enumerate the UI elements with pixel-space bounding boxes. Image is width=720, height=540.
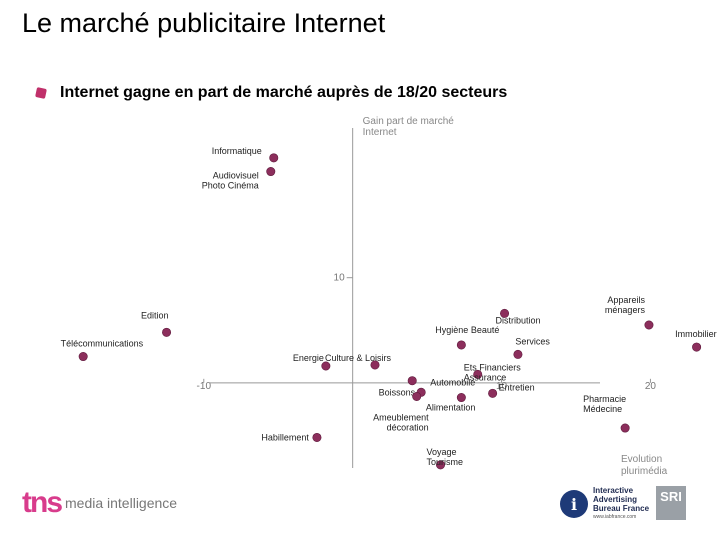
x-tick-label: 10 [496,381,508,392]
iab-line-2: Advertising [593,495,638,504]
data-point [78,352,88,362]
data-point-label-line: Services [515,336,550,346]
data-point-label: Ets Financiers Assurance [464,362,522,382]
data-point-label-line: ménagers [605,305,646,315]
data-point-label: Alimentation [426,403,476,413]
data-point-label-line: Audiovisuel [213,171,259,181]
data-point [620,423,630,433]
data-point [312,432,322,442]
data-point-label-line: Culture & Loisirs [325,353,392,363]
x-tick-label: -10 [197,381,212,392]
data-point [162,327,172,337]
y-axis-title-line-2: Internet [363,127,397,138]
data-point [500,308,510,318]
data-point [407,376,417,386]
data-point-label-line: Télécommunications [61,339,144,349]
data-point-label: Energie [293,353,324,363]
data-point-label: Télécommunications [61,339,144,349]
iab-line-3: Bureau France [593,504,650,513]
data-point-label: Automobile [430,378,475,388]
data-point-label-line: Edition [141,310,169,320]
data-point [456,340,466,350]
data-point [266,167,276,177]
x-axis-title-line-1: Evolution [621,454,662,465]
data-point-label-line: Informatique [212,146,262,156]
x-axis-title-line-2: plurimédia [621,466,668,477]
data-point-label: Distribution [496,315,541,325]
data-point-label-line: Habillement [261,432,309,442]
data-point-label-line: Automobile [430,378,475,388]
page-title: Le marché publicitaire Internet [22,8,386,38]
tns-logo: tns media intelligence [22,486,177,520]
data-point-label-line: Ets Financiers [464,362,522,372]
data-point-label: Audiovisuel Photo Cinéma [202,171,259,191]
data-point-label: Entretien [499,382,535,392]
x-tick-label: 20 [645,381,657,392]
data-point-label-line: Voyage [427,447,457,457]
data-point-label-line: Pharmacie [583,394,626,404]
data-point-label-line: Médecine [583,404,622,414]
data-point-label-line: Assurance [464,372,507,382]
data-point [456,393,466,403]
data-point-label-line: Boissons [379,387,416,397]
iab-logo: i Interactive Advertising Bureau France … [560,486,649,522]
data-point [473,369,483,379]
data-point-label: Hygiène Beauté [435,325,499,335]
data-point-label: Voyage Tourisme [427,447,464,467]
data-point-label: Appareils ménagers [605,295,646,315]
y-tick-label: 10 [334,273,346,284]
iab-text: Interactive Advertising Bureau France ww… [593,486,649,522]
iab-url: www.iabfrance.com [593,514,637,520]
data-point-label-line: Hygiène Beauté [435,325,499,335]
data-point-label: Services [515,336,550,346]
tns-text: media intelligence [65,495,178,511]
data-point-label-line: Immobilier [675,329,717,339]
data-point-label: Habillement [261,432,309,442]
data-point-label-line: Alimentation [426,403,476,413]
data-point [412,391,422,401]
iab-line-1: Interactive [593,486,634,495]
data-point-label: Immobilier [675,329,717,339]
data-point [692,342,702,352]
data-point [321,361,331,371]
data-point-label-line: Appareils [607,295,645,305]
data-point [488,388,498,398]
data-point-label: Ameublement décoration [373,412,429,432]
data-point-label-line: Distribution [496,315,541,325]
data-point [513,349,523,359]
y-axis-title-line-1: Gain part de marché [363,116,455,127]
data-point-label-line: décoration [387,422,429,432]
data-point-label: Informatique [212,146,262,156]
data-point-label: Culture & Loisirs [325,353,392,363]
sri-logo: SRI [656,486,686,520]
tns-mark: tns [22,486,63,519]
data-point-label: Edition [141,310,169,320]
subtitle-row: Internet gagne en part de marché auprès … [35,84,508,102]
data-point [269,153,279,163]
data-point-label: Boissons [379,387,416,397]
data-point-label-line: Entretien [499,382,535,392]
data-point [370,360,380,370]
data-point-label-line: Tourisme [427,457,464,467]
data-point-label: Pharmacie Médecine [583,394,626,414]
data-point-label-line: Photo Cinéma [202,181,259,191]
data-point-label-line: Energie [293,353,324,363]
data-point-label-line: Ameublement [373,412,429,422]
iab-icon: i [560,490,588,518]
chart-subtitle: Internet gagne en part de marché auprès … [60,84,508,101]
data-point [436,460,446,470]
data-point [644,320,654,330]
